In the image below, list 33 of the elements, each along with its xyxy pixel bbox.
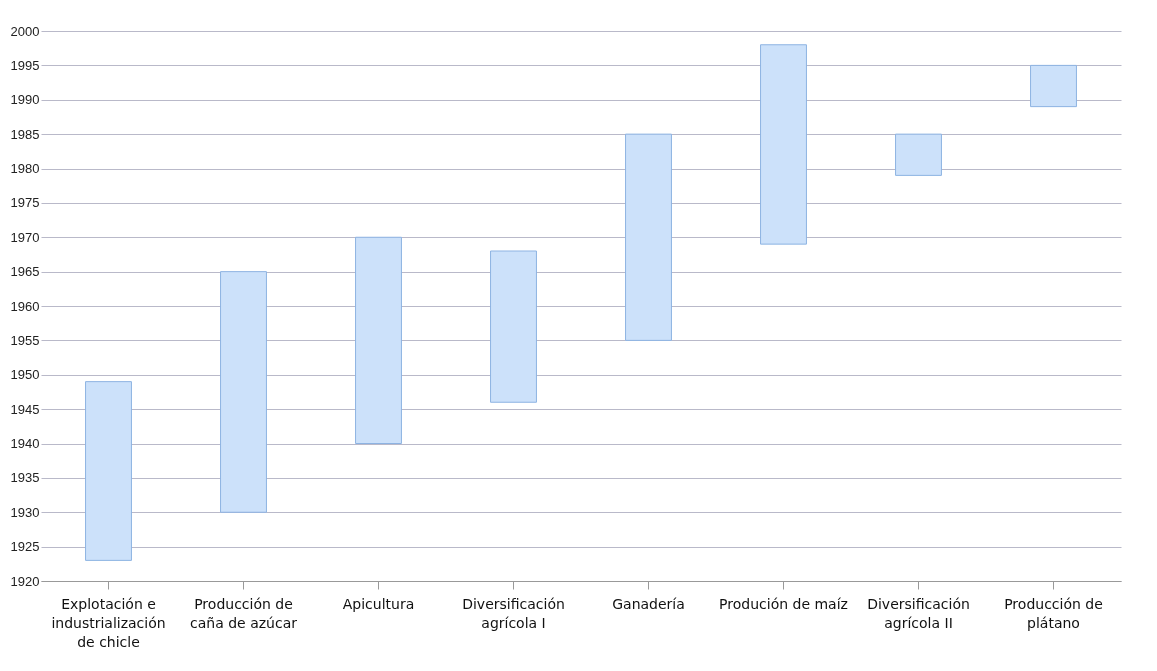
y-tick-label: 1940 xyxy=(10,436,40,451)
x-tick-label: Producción de caña de azúcar xyxy=(190,595,298,631)
y-tick-label: 1975 xyxy=(10,195,40,211)
y-tick-label: 1950 xyxy=(10,367,40,383)
bar xyxy=(490,250,537,403)
y-tick-label: 2000 xyxy=(10,23,40,39)
y-tick-label: 1920 xyxy=(10,573,40,589)
bar xyxy=(625,133,672,341)
y-tick-label: 1985 xyxy=(10,126,40,142)
x-tick-label: Diversificación agrícola II xyxy=(867,595,970,631)
y-tick-label: 1970 xyxy=(10,229,40,245)
x-tick-label: Diversificación agrícola I xyxy=(462,595,565,631)
x-tick-label: Producción de plátano xyxy=(1004,595,1103,631)
y-tick-label: 1965 xyxy=(10,264,40,280)
x-tick-label: Explotación e industrialización de chicle xyxy=(51,595,166,650)
x-tick-label: Apicultura xyxy=(342,595,415,612)
bar xyxy=(895,133,942,176)
bar xyxy=(760,44,807,245)
bar xyxy=(1030,64,1077,108)
y-tick-label: 1955 xyxy=(10,332,40,348)
bar xyxy=(355,236,402,444)
y-tick-label: 1925 xyxy=(10,539,40,555)
y-tick-label: 1990 xyxy=(10,92,40,108)
y-tick-label: 1960 xyxy=(10,298,40,314)
x-tick-label: Ganadería xyxy=(612,595,685,612)
y-tick-label: 1945 xyxy=(10,401,40,417)
x-tick-label: Produción de maíz xyxy=(719,595,848,612)
y-tick-label: 1935 xyxy=(10,470,40,486)
y-tick-label: 1980 xyxy=(10,161,40,176)
bar xyxy=(220,271,267,513)
y-tick-label: 1930 xyxy=(10,504,40,520)
y-tick-label: 1995 xyxy=(10,57,40,73)
bar xyxy=(85,381,132,561)
